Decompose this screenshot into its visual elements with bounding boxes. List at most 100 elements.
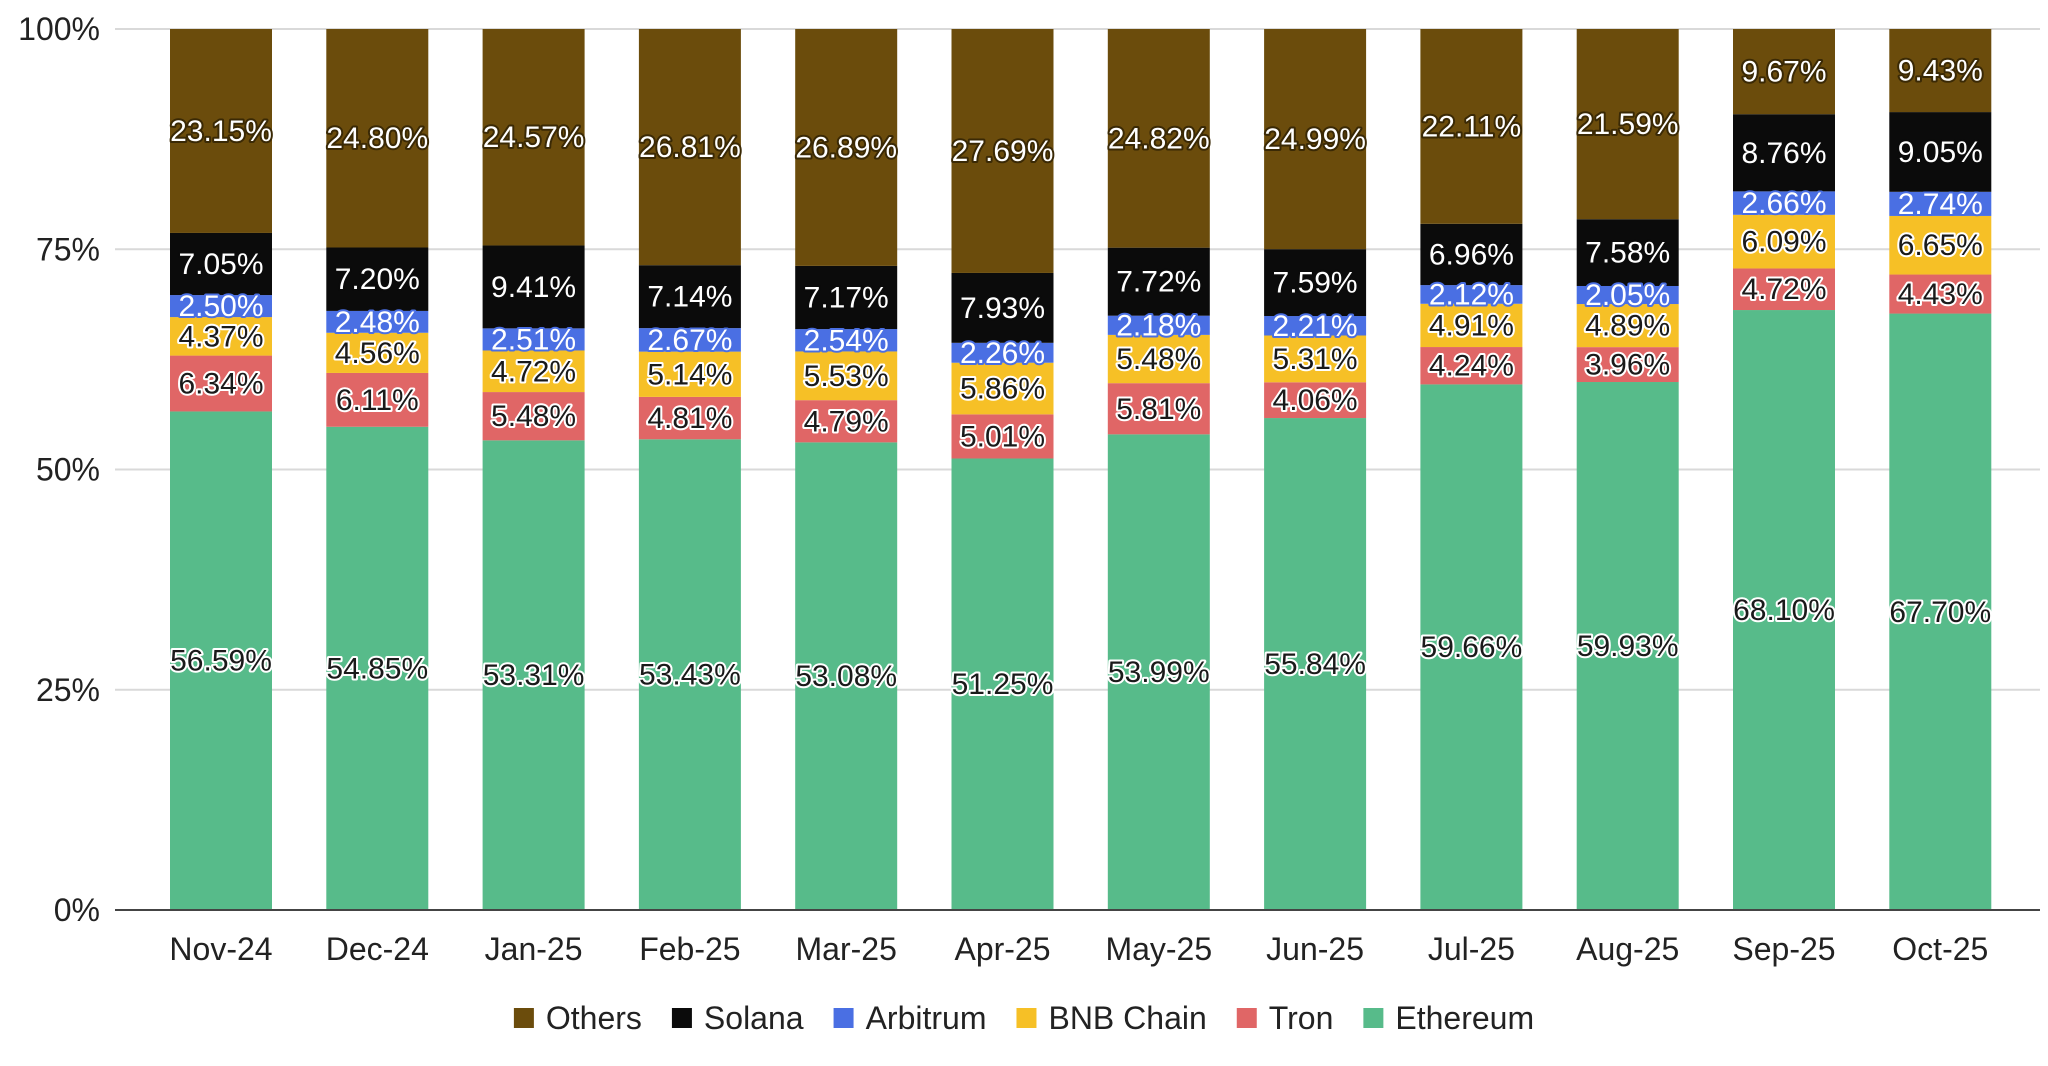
bar-others-apr-25: [951, 29, 1054, 273]
bar-arbitrum-jul-25: [1420, 285, 1523, 304]
data-label-ethereum-dec-24: 54.85%: [326, 652, 428, 685]
bar-tron-feb-25: [638, 396, 741, 440]
data-label-others-feb-25: 26.81%: [639, 131, 741, 164]
data-label-ethereum-jul-25: 59.66%: [1421, 631, 1523, 664]
bar-ethereum-jun-25: [1264, 418, 1367, 910]
bar-others-jul-25: [1420, 29, 1523, 224]
y-tick-label: 100%: [18, 11, 100, 47]
bar-solana-aug-25: [1576, 219, 1679, 286]
data-label-solana-aug-25: 7.58%: [1585, 237, 1670, 270]
data-label-bnb-chain-jan-25: 4.72%: [491, 355, 576, 388]
bar-arbitrum-oct-25: [1889, 191, 1992, 216]
legend-label-ethereum: Ethereum: [1395, 1000, 1534, 1036]
data-label-arbitrum-oct-25: 2.74%: [1898, 188, 1983, 221]
bar-tron-dec-24: [326, 372, 429, 427]
data-label-arbitrum-jul-25: 2.12%: [1429, 278, 1514, 311]
legend-item-ethereum[interactable]: Ethereum: [1363, 1000, 1534, 1036]
bar-bnb-chain-mar-25: [795, 351, 898, 401]
bar-bnb-chain-dec-24: [326, 332, 429, 373]
gridlines: [115, 28, 2040, 691]
data-label-others-dec-24: 24.80%: [326, 122, 428, 155]
data-label-bnb-chain-feb-25: 5.14%: [647, 358, 732, 391]
data-label-ethereum-jan-25: 53.31%: [483, 659, 585, 692]
data-label-arbitrum-jun-25: 2.21%: [1273, 310, 1358, 343]
data-label-solana-may-25: 7.72%: [1116, 266, 1201, 299]
data-label-bnb-chain-dec-24: 4.56%: [335, 337, 420, 370]
data-label-ethereum-mar-25: 53.08%: [795, 660, 897, 693]
bar-arbitrum-apr-25: [951, 342, 1054, 363]
bar-bnb-chain-jan-25: [482, 350, 585, 393]
data-label-others-jan-25: 24.57%: [483, 121, 585, 154]
data-label-bnb-chain-jun-25: 5.31%: [1273, 343, 1358, 376]
bar-ethereum-nov-24: [170, 411, 272, 910]
bar-ethereum-jan-25: [482, 440, 585, 910]
axes: 0% 25% 50% 75% 100% Nov-24 Dec-24 Jan-25 Feb-25 M…: [18, 11, 2040, 967]
data-label-solana-nov-24: 7.05%: [178, 248, 263, 281]
bar-arbitrum-jun-25: [1264, 316, 1367, 336]
data-label-others-apr-25: 27.69%: [952, 135, 1054, 168]
bar-arbitrum-mar-25: [795, 329, 898, 352]
bar-tron-may-25: [1107, 383, 1210, 435]
x-tick-label-aug-25: Aug-25: [1576, 931, 1679, 967]
legend-label-tron: Tron: [1269, 1000, 1334, 1036]
bar-ethereum-apr-25: [951, 458, 1054, 910]
x-tick-label-nov-24: Nov-24: [169, 931, 272, 967]
bar-others-dec-24: [326, 29, 429, 248]
data-label-ethereum-sep-25: 68.10%: [1733, 594, 1835, 627]
bar-solana-jan-25: [482, 245, 585, 329]
legend-item-tron[interactable]: Tron: [1236, 1000, 1334, 1036]
legend-item-bnb-chain[interactable]: BNB Chain: [1016, 1000, 1207, 1036]
bar-solana-sep-25: [1733, 114, 1835, 192]
legend-swatch-solana: [671, 1008, 692, 1028]
bar-ethereum-sep-25: [1733, 310, 1835, 910]
legend-item-arbitrum[interactable]: Arbitrum: [833, 1000, 987, 1036]
x-tick-label-jun-25: Jun-25: [1266, 931, 1364, 967]
bar-others-may-25: [1107, 29, 1210, 248]
data-label-ethereum-apr-25: 51.25%: [952, 668, 1054, 701]
legend-item-others[interactable]: Others: [513, 1000, 642, 1036]
y-tick-label: 50%: [36, 452, 100, 488]
data-label-solana-jan-25: 9.41%: [491, 271, 576, 304]
data-label-tron-sep-25: 4.72%: [1741, 273, 1826, 306]
data-label-solana-apr-25: 7.93%: [960, 292, 1045, 325]
data-label-arbitrum-jan-25: 2.51%: [491, 323, 576, 356]
bar-ethereum-mar-25: [795, 442, 898, 910]
data-label-others-may-25: 24.82%: [1108, 122, 1210, 155]
data-label-bnb-chain-apr-25: 5.86%: [960, 373, 1045, 406]
data-label-tron-feb-25: 4.81%: [647, 402, 732, 435]
bar-solana-jul-25: [1420, 223, 1523, 286]
legend-swatch-arbitrum: [833, 1008, 854, 1028]
bar-arbitrum-nov-24: [170, 295, 272, 318]
legend: Others Solana Arbitrum BNB Chain Tron Ethereu…: [513, 1000, 1534, 1036]
x-tick-label-may-25: May-25: [1105, 931, 1212, 967]
bar-bnb-chain-feb-25: [638, 351, 741, 397]
x-tick-label-mar-25: Mar-25: [796, 931, 897, 967]
bar-others-sep-25: [1733, 29, 1835, 115]
bar-solana-nov-24: [170, 232, 272, 296]
bar-bnb-chain-may-25: [1107, 334, 1210, 384]
legend-item-solana[interactable]: Solana: [671, 1000, 804, 1036]
data-label-tron-jul-25: 4.24%: [1429, 350, 1514, 383]
data-label-others-jun-25: 24.99%: [1264, 123, 1366, 156]
legend-label-others: Others: [546, 1000, 642, 1036]
bar-tron-apr-25: [951, 414, 1054, 459]
bar-ethereum-feb-25: [638, 439, 741, 910]
data-label-arbitrum-nov-24: 2.50%: [178, 290, 263, 323]
bar-bnb-chain-jun-25: [1264, 335, 1367, 383]
legend-swatch-bnb-chain: [1016, 1008, 1037, 1028]
data-label-ethereum-may-25: 53.99%: [1108, 656, 1210, 689]
bar-others-jan-25: [482, 29, 585, 246]
bar-ethereum-oct-25: [1889, 313, 1992, 910]
data-label-tron-jun-25: 4.06%: [1273, 384, 1358, 417]
data-label-ethereum-nov-24: 56.59%: [170, 645, 272, 678]
data-label-tron-apr-25: 5.01%: [960, 420, 1045, 453]
data-label-ethereum-oct-25: 67.70%: [1889, 596, 1991, 629]
bar-bnb-chain-nov-24: [170, 317, 272, 356]
bar-tron-aug-25: [1576, 347, 1679, 383]
bar-arbitrum-aug-25: [1576, 285, 1679, 305]
y-tick-label: 25%: [36, 672, 100, 708]
data-label-solana-oct-25: 9.05%: [1898, 136, 1983, 169]
legend-label-arbitrum: Arbitrum: [866, 1000, 987, 1036]
bar-tron-jun-25: [1264, 382, 1367, 419]
data-label-others-oct-25: 9.43%: [1898, 55, 1983, 88]
